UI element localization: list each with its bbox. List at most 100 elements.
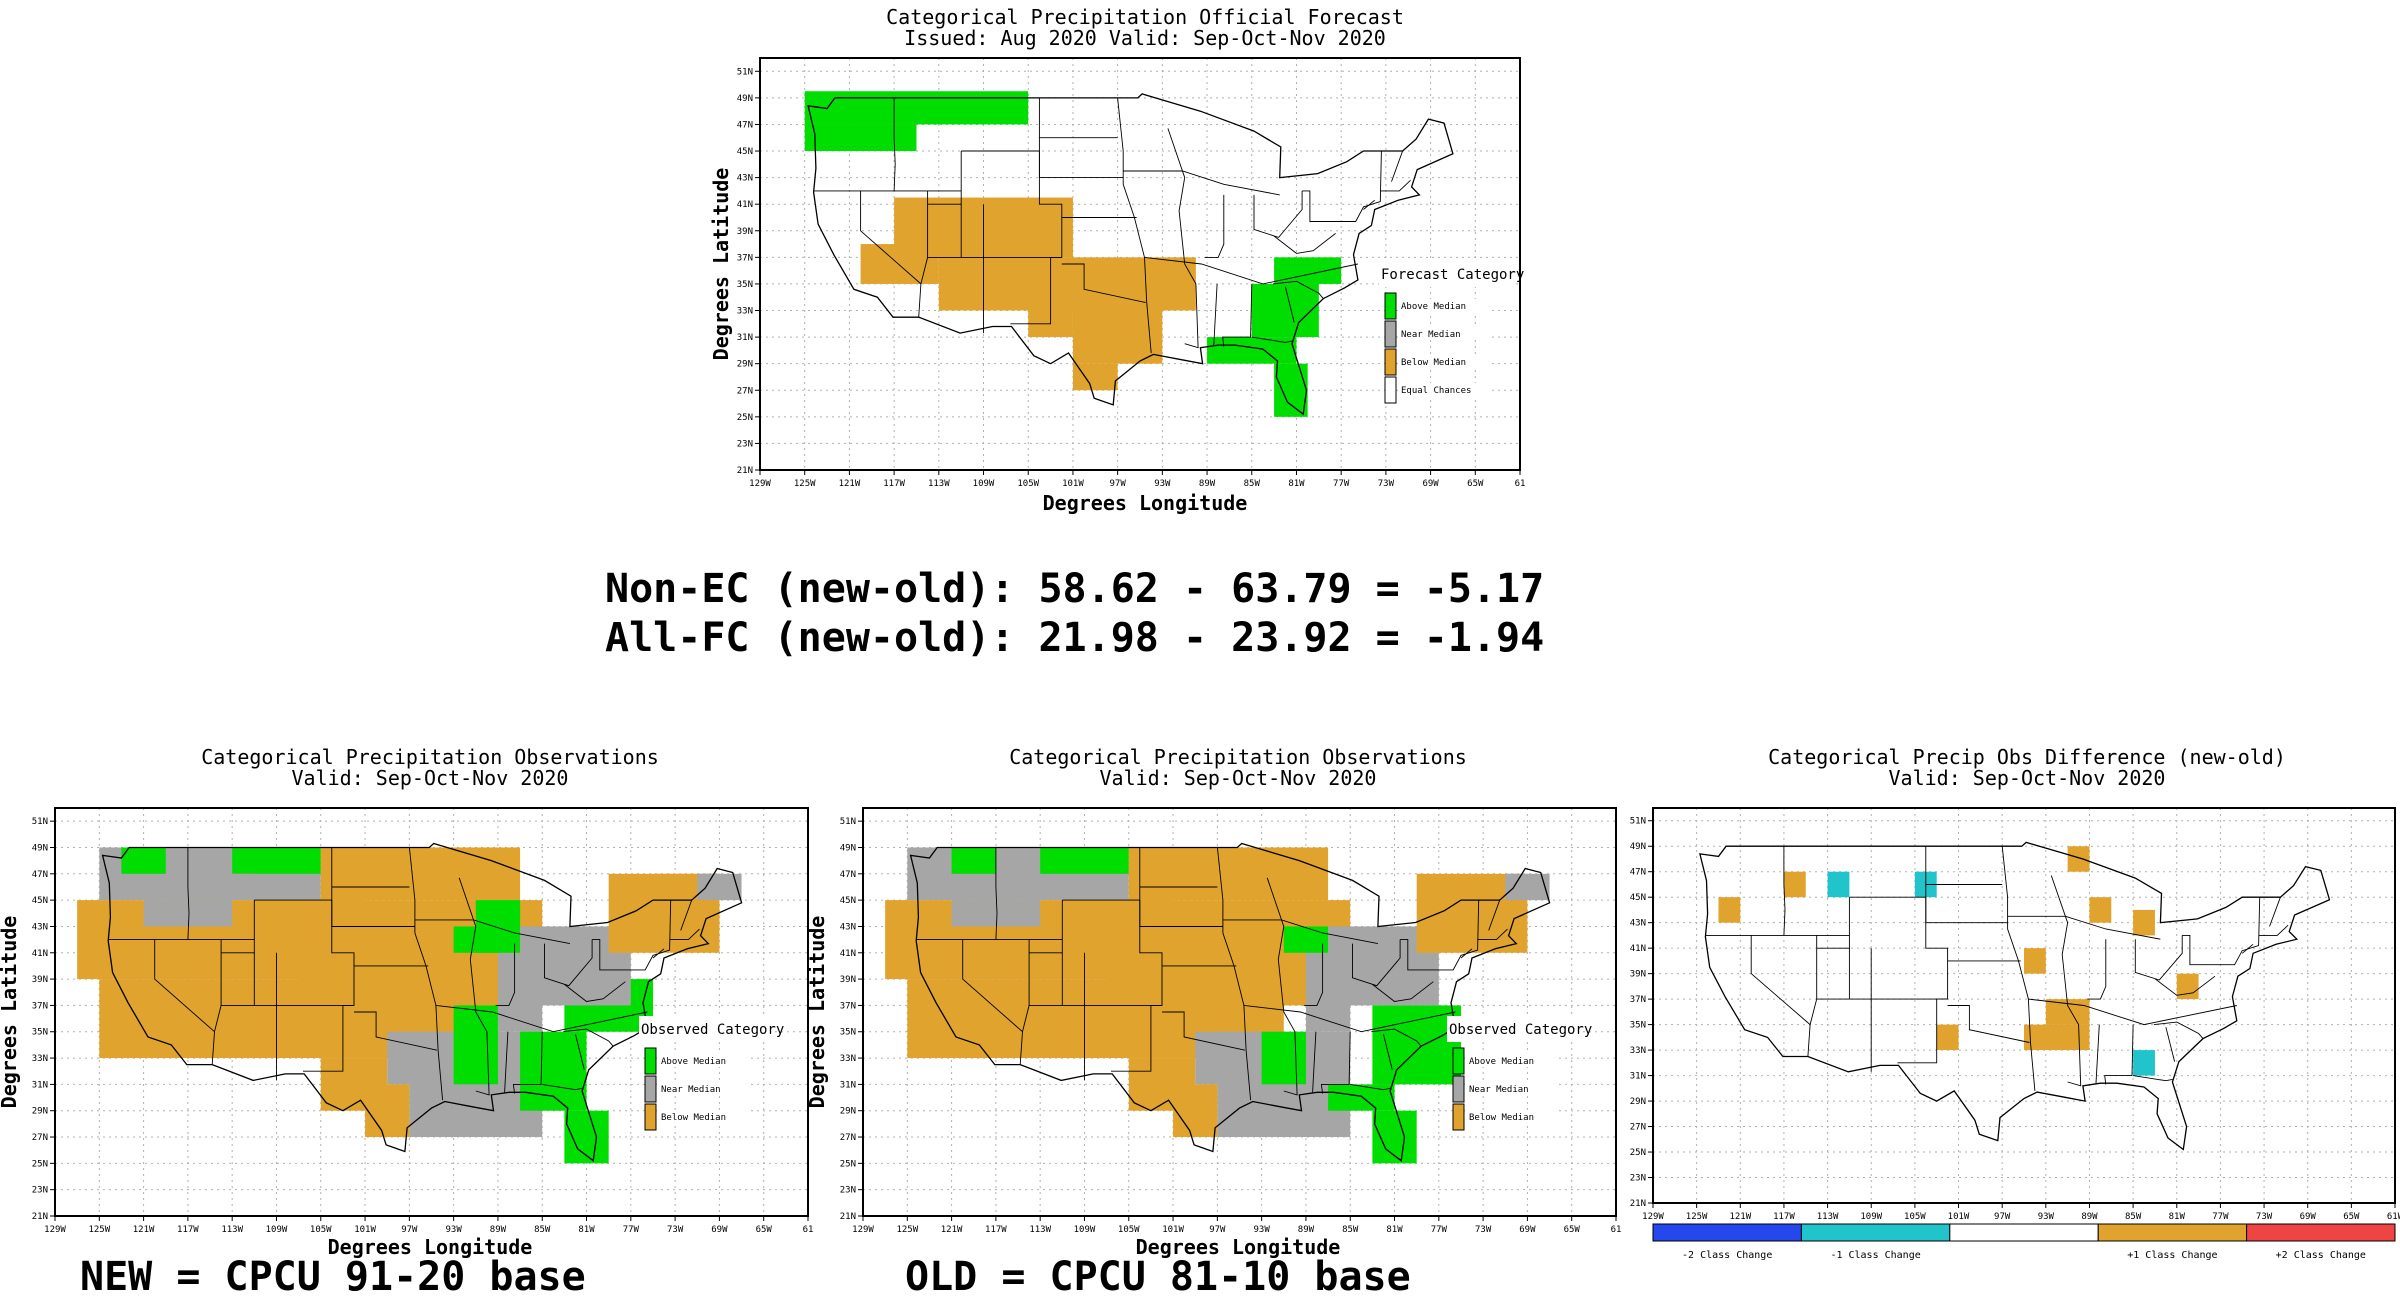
x-tick-label: 81W: [2169, 1212, 2186, 1222]
tick-labels: 129W 125W 121W 117W 113W 109W 105W 101W 97W 93W 89…: [1630, 817, 2400, 1222]
x-tick-label: 89W: [1199, 479, 1216, 489]
cell-below: [1072, 310, 1163, 364]
cell-near: [453, 1084, 498, 1111]
cell-above: [1372, 1005, 1461, 1085]
x-tick-label: 89W: [1298, 1225, 1315, 1235]
y-tick-label: 37N: [737, 253, 753, 263]
x-tick-label: 121W: [839, 479, 861, 489]
state-border: [1477, 928, 1508, 941]
y-tick-label: 27N: [1630, 1123, 1646, 1133]
obs-old-panel: Categorical Precipitation Observations V…: [805, 740, 1623, 1270]
y-tick-label: 33N: [1630, 1046, 1646, 1056]
x-tick-label: 89W: [2081, 1212, 2098, 1222]
x-tick-label: 129W: [749, 479, 771, 489]
legend-swatch-above: [1384, 292, 1397, 320]
state-border: [1460, 948, 1473, 959]
x-tick-label: 73W: [1378, 479, 1395, 489]
x-tick-label: 101W: [1162, 1225, 1184, 1235]
y-tick-label: 45N: [840, 896, 856, 906]
state-border: [2050, 875, 2082, 1087]
x-tick-label: 85W: [534, 1225, 551, 1235]
cell-below: [320, 1058, 388, 1111]
plot-frame: [862, 807, 1617, 1217]
cell-minus1: [1827, 871, 1850, 898]
x-tick-label: 89W: [490, 1225, 507, 1235]
difference-panel: Categorical Precip Obs Difference (new-o…: [1615, 740, 2400, 1290]
x-tick-label: 69W: [2300, 1212, 2317, 1222]
tick-labels: 129W 125W 121W 117W 113W 109W 105W 101W 97W 93W 89…: [840, 817, 1622, 1235]
x-tick-label: 113W: [221, 1225, 243, 1235]
x-tick-label: 105W: [310, 1225, 332, 1235]
state-border: [2269, 897, 2281, 927]
x-tick-label: 61: [1611, 1225, 1622, 1235]
y-tick-label: 47N: [1630, 868, 1646, 878]
cell-plus1: [2024, 948, 2046, 974]
x-tick-label: 101W: [1948, 1212, 1970, 1222]
x-tick-label: 125W: [896, 1225, 918, 1235]
state-border: [1062, 899, 1223, 927]
x-tick-label: 121W: [1729, 1212, 1751, 1222]
state-border: [1350, 1083, 1391, 1091]
state-border: [1750, 935, 1811, 1025]
y-tick-label: 35N: [840, 1028, 856, 1038]
cell-near: [1195, 1031, 1262, 1085]
x-tick-label: 93W: [446, 1225, 463, 1235]
cell-below: [938, 257, 1196, 311]
state-border: [2165, 1027, 2176, 1062]
y-tick-label: 43N: [1630, 919, 1646, 929]
x-tick-label: 113W: [928, 479, 950, 489]
chart-title: Categorical Precipitation Observations: [1009, 745, 1467, 769]
y-tick-label: 45N: [32, 896, 48, 906]
chart-subtitle: Valid: Sep-Oct-Nov 2020: [292, 766, 569, 790]
state-border: [2154, 975, 2216, 996]
x-tick-label: 129W: [852, 1225, 874, 1235]
legend-swatch-below: [1384, 348, 1397, 376]
x-tick-label: 93W: [1254, 1225, 1271, 1235]
state-border: [2258, 924, 2289, 936]
state-border: [1204, 194, 1225, 258]
y-tick-label: 31N: [737, 333, 753, 343]
legend-swatch-above: [1452, 1047, 1465, 1075]
cell-near: [951, 900, 1041, 927]
state-border: [2087, 939, 2107, 1000]
difference-map: Categorical Precip Obs Difference (new-o…: [1630, 745, 2400, 1261]
y-tick-label: 39N: [840, 975, 856, 985]
x-tick-label: 77W: [1431, 1225, 1448, 1235]
chart-title: Categorical Precip Obs Difference (new-o…: [1768, 745, 2286, 769]
x-tick-label: 81W: [578, 1225, 595, 1235]
x-tick-label: 97W: [1110, 479, 1127, 489]
x-tick-label: 109W: [1074, 1225, 1096, 1235]
legend-swatch-near: [1452, 1075, 1465, 1103]
state-border: [221, 900, 255, 954]
legend-label-bg: [1399, 355, 1489, 368]
state-border: [961, 150, 1124, 179]
state-border: [575, 1034, 585, 1071]
x-tick-label: 69W: [1519, 1225, 1536, 1235]
gridlines: [1652, 808, 2396, 1204]
obs-new-map: Categorical Precipitation Observations V…: [0, 745, 813, 1259]
state-border: [1372, 981, 1434, 1002]
state-border: [1144, 256, 1358, 285]
y-tick-label: 39N: [1630, 970, 1646, 980]
summary-line-1: Non-EC (new-old): 58.62 - 63.79 = -5.17: [605, 566, 1545, 612]
y-tick-label: 27N: [840, 1133, 856, 1143]
x-axis-label: Degrees Longitude: [1136, 1235, 1341, 1259]
x-tick-label: 69W: [1422, 479, 1439, 489]
cell-above: [520, 1031, 587, 1111]
legend-swatch-equal: [1384, 376, 1397, 404]
y-tick-label: 49N: [737, 94, 753, 104]
y-tick-label: 41N: [1630, 944, 1646, 954]
state-border: [2104, 1024, 2134, 1085]
cell-above: [804, 124, 917, 152]
x-axis-label: Degrees Longitude: [328, 1235, 533, 1259]
state-border: [1849, 896, 2008, 924]
colorbar-plus1: [2097, 1223, 2248, 1242]
state-border: [1251, 336, 1293, 343]
state-border: [211, 939, 222, 1065]
state-border: [1284, 286, 1295, 323]
state-border: [1363, 199, 1375, 210]
legend-swatch-near: [1384, 320, 1397, 348]
x-tick-label: 105W: [1017, 479, 1039, 489]
state-border: [652, 948, 665, 959]
state-border: [1391, 150, 1404, 182]
